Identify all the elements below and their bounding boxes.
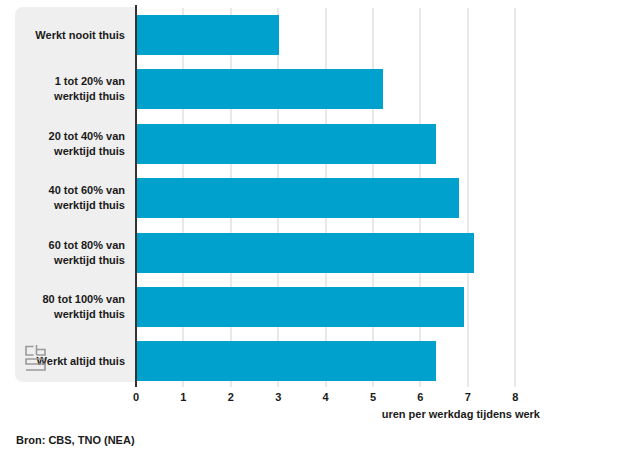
bar (137, 287, 464, 327)
category-label-line: 40 tot 60% van (49, 183, 125, 198)
bar (137, 178, 459, 218)
tick-mark (230, 382, 232, 387)
gridline (467, 8, 469, 382)
x-tick-label: 1 (168, 391, 198, 403)
category-label-line: 80 tot 100% van (42, 292, 125, 307)
category-label: 1 tot 20% vanwerktijd thuis (15, 69, 125, 109)
tick-mark (419, 382, 421, 387)
category-label-line: werktijd thuis (54, 307, 125, 322)
x-axis-label: uren per werkdag tijdens werk (382, 408, 540, 420)
x-tick-label: 3 (263, 391, 293, 403)
category-label: 20 tot 40% vanwerktijd thuis (15, 124, 125, 164)
x-tick-label: 6 (405, 391, 435, 403)
x-tick-label: 5 (358, 391, 388, 403)
bar (137, 69, 383, 109)
bar (137, 124, 436, 164)
bar (137, 341, 436, 381)
category-label-line: werktijd thuis (54, 253, 125, 268)
tick-mark (514, 382, 516, 387)
cbs-logo-icon (24, 345, 47, 372)
category-label: 40 tot 60% vanwerktijd thuis (15, 178, 125, 218)
y-axis-line (135, 5, 137, 387)
category-label-line: werktijd thuis (54, 198, 125, 213)
tick-mark (277, 382, 279, 387)
x-tick-label: 8 (500, 391, 530, 403)
source-note: Bron: CBS, TNO (NEA) (16, 434, 135, 446)
category-label-line: werktijd thuis (54, 144, 125, 159)
tick-mark (182, 382, 184, 387)
category-label-line: 60 tot 80% van (49, 238, 125, 253)
category-label-line: Werkt nooit thuis (35, 28, 125, 43)
x-tick-label: 0 (121, 391, 151, 403)
category-label: Werkt nooit thuis (15, 15, 125, 55)
tick-mark (325, 382, 327, 387)
category-label-line: werktijd thuis (54, 89, 125, 104)
bar-chart-figure: 012345678Werkt nooit thuis1 tot 20% vanw… (0, 0, 627, 453)
category-label-line: 20 tot 40% van (49, 129, 125, 144)
category-label: 60 tot 80% vanwerktijd thuis (15, 233, 125, 273)
category-label: 80 tot 100% vanwerktijd thuis (15, 287, 125, 327)
plot-area: 012345678Werkt nooit thuis1 tot 20% vanw… (0, 0, 627, 453)
bar (137, 233, 474, 273)
tick-mark (467, 382, 469, 387)
tick-mark (372, 382, 374, 387)
x-tick-label: 7 (453, 391, 483, 403)
x-tick-label: 4 (311, 391, 341, 403)
category-label-line: 1 tot 20% van (55, 74, 125, 89)
category-label-line: Werkt altijd thuis (37, 354, 125, 369)
bar (137, 15, 279, 55)
gridline (514, 8, 516, 382)
x-tick-label: 2 (216, 391, 246, 403)
